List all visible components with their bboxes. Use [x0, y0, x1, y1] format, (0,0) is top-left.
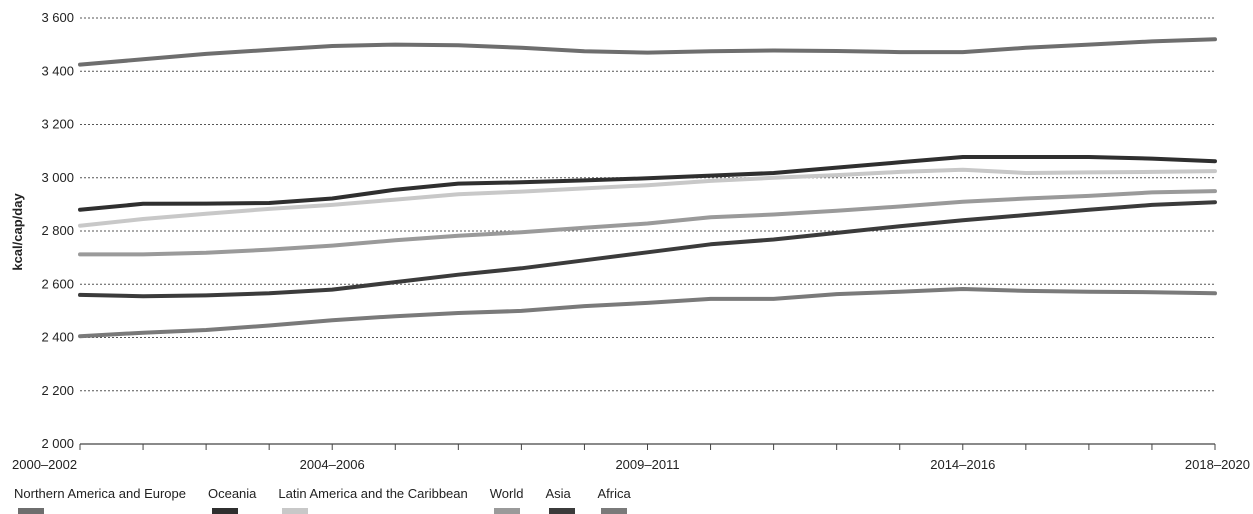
series-line — [78, 200, 1217, 299]
legend-item: Northern America and Europe — [14, 486, 186, 514]
series-lines — [78, 37, 1217, 339]
x-tick-label: 2018–2020 — [1185, 457, 1250, 472]
x-tick-label: 2009–2011 — [615, 457, 679, 472]
y-tick-label: 2 200 — [41, 383, 74, 398]
line-chart: 2 000 2 200 2 400 2 600 2 800 3 000 3 200 3 400… — [10, 10, 1250, 472]
series-line — [78, 287, 1217, 339]
series-line — [78, 155, 1217, 212]
legend-swatch — [211, 508, 238, 514]
x-tick-label: 2014–2016 — [930, 457, 995, 472]
legend-label: Asia — [545, 486, 571, 501]
x-axis: 2000–2002 2004–2006 2009–2011 2014–2016 2018… — [12, 443, 1250, 472]
y-axis-ticks: 2 000 2 200 2 400 2 600 2 800 3 000 3 200 3 400… — [41, 10, 74, 451]
legend-item: Oceania — [208, 486, 256, 514]
legend-swatch — [18, 508, 44, 514]
legend-swatch — [549, 508, 576, 514]
legend-label: Latin America and the Caribbean — [278, 486, 468, 501]
legend-swatch — [493, 508, 520, 514]
series-line — [78, 37, 1217, 67]
y-tick-label: 2 000 — [41, 436, 74, 451]
y-axis-title: kcal/cap/day — [10, 193, 25, 271]
y-tick-label: 3 000 — [41, 170, 74, 185]
legend-item: World — [489, 486, 524, 514]
y-tick-label: 3 200 — [41, 117, 74, 132]
gridlines — [80, 17, 1215, 392]
legend-item: Asia — [545, 486, 576, 514]
y-tick-label: 2 600 — [41, 276, 74, 291]
legend-label: Africa — [597, 486, 631, 501]
legend-label: Oceania — [207, 486, 257, 501]
legend-swatch — [282, 508, 309, 514]
x-tick-label: 2000–2002 — [12, 457, 77, 472]
chart-legend: Northern America and Europe Oceania Latin … — [14, 486, 653, 514]
legend-label: Northern America and Europe — [14, 486, 186, 501]
legend-item: Latin America and the Caribbean — [278, 486, 468, 514]
legend-item: Africa — [597, 486, 631, 514]
y-tick-label: 2 400 — [41, 330, 74, 345]
x-tick-label: 2004–2006 — [300, 457, 365, 472]
y-tick-label: 3 400 — [41, 63, 74, 78]
legend-label: World — [489, 486, 524, 501]
y-tick-label: 3 600 — [41, 10, 74, 25]
y-tick-label: 2 800 — [41, 223, 74, 238]
series-line — [78, 189, 1217, 257]
legend-swatch — [601, 508, 628, 514]
series-line — [78, 167, 1217, 228]
